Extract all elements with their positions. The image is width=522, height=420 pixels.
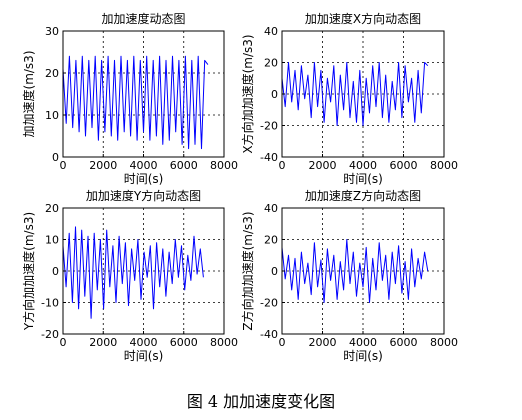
chart-title: 加加速度X方向动态图 <box>305 11 421 26</box>
y-tick-label: -40 <box>260 328 278 341</box>
x-tick-label: 4000 <box>349 159 377 172</box>
x-tick-label: 8000 <box>430 336 458 349</box>
y-tick-label: 40 <box>264 202 278 215</box>
x-tick-label: 6000 <box>170 336 198 349</box>
y-tick-label: 30 <box>45 25 59 38</box>
y-tick-label: -20 <box>260 297 278 310</box>
chart-title: 加加速度动态图 <box>101 11 185 26</box>
chart-panels: 0 2000 4000 6000 80000102030加加速度动态图时间(s)加加速度… <box>21 11 458 363</box>
chart-title: 加加速度Y方向动态图 <box>86 188 201 203</box>
chart-panel-3: 0 2000 4000 6000 8000 -20 -10 0 10 20 加加速度Y方向动态图时间… <box>21 188 238 363</box>
x-axis-title: 时间(s) <box>124 349 164 363</box>
x-tick-label: 8000 <box>210 159 238 172</box>
y-tick-label: 20 <box>264 57 278 70</box>
y-axis-title: Z方向加加速度(m/s3) <box>240 211 255 330</box>
x-tick-label: 0 <box>279 336 286 349</box>
y-tick-label: -40 <box>260 151 278 164</box>
y-tick-label: -20 <box>260 120 278 133</box>
series-line <box>281 239 429 303</box>
x-axis-title: 时间(s) <box>343 172 383 186</box>
x-tick-label: 0 <box>279 159 286 172</box>
x-tick-label: 6000 <box>390 336 418 349</box>
figure-caption: 图 4 加加速度变化图 <box>187 392 335 411</box>
series-line <box>281 62 429 126</box>
x-tick-label: 0 <box>60 336 67 349</box>
y-tick-label: 20 <box>264 234 278 247</box>
y-tick-label: 0 <box>271 265 278 278</box>
x-tick-label: 4000 <box>130 159 158 172</box>
y-tick-label: 0 <box>271 88 278 101</box>
y-tick-label: 40 <box>264 25 278 38</box>
x-tick-label: 0 <box>60 159 67 172</box>
x-tick-label: 2000 <box>89 159 117 172</box>
chart-panel-2: 0 2000 4000 6000 8000 -40 -20 0 20 40 加加速度X方向动态图时间… <box>240 11 458 186</box>
x-axis-title: 时间(s) <box>343 349 383 363</box>
x-tick-label: 2000 <box>89 336 117 349</box>
x-tick-label: 6000 <box>170 159 198 172</box>
y-axis-title: 加加速度(m/s3) <box>21 51 36 138</box>
x-tick-label: 2000 <box>309 336 337 349</box>
chart-title: 加加速度Z方向动态图 <box>305 188 421 203</box>
x-tick-label: 6000 <box>390 159 418 172</box>
x-axis-title: 时间(s) <box>124 172 164 186</box>
series-line <box>62 55 209 150</box>
chart-panel-4: 0 2000 4000 6000 8000 -40 -20 0 20 40 加加速度Z方向动态图时间… <box>240 188 458 363</box>
y-tick-label: 0 <box>52 265 59 278</box>
series-line <box>62 226 204 319</box>
y-axis-title: Y方向加加速度(m/s3) <box>21 212 36 331</box>
x-tick-label: 2000 <box>309 159 337 172</box>
y-tick-label: 20 <box>45 67 59 80</box>
x-tick-label: 4000 <box>349 336 377 349</box>
x-tick-label: 8000 <box>210 336 238 349</box>
y-axis-title: X方向加加速度(m/s3) <box>240 34 255 153</box>
y-tick-label: 0 <box>52 151 59 164</box>
x-tick-label: 4000 <box>130 336 158 349</box>
y-tick-label: 20 <box>45 202 59 215</box>
y-tick-label: -10 <box>41 297 59 310</box>
y-tick-label: -20 <box>41 328 59 341</box>
x-tick-label: 8000 <box>430 159 458 172</box>
y-tick-label: 10 <box>45 234 59 247</box>
y-tick-label: 10 <box>45 109 59 122</box>
